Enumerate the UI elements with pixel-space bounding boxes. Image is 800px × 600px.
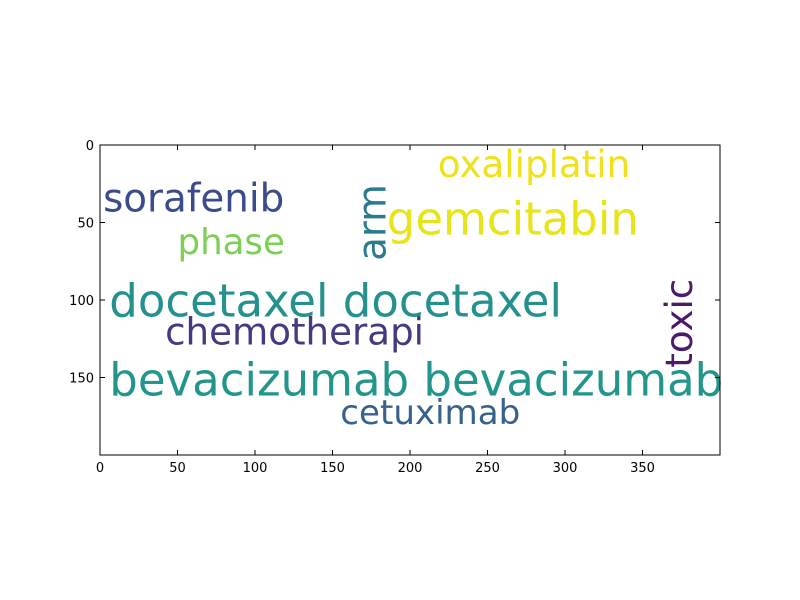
word-chemotherapi: chemotherapi <box>165 310 424 354</box>
word-phase: phase <box>178 222 285 263</box>
word-cetuximab: cetuximab <box>340 393 520 433</box>
word-arm: arm <box>350 184 395 261</box>
x-tick-label: 150 <box>320 461 345 476</box>
word-docetaxel-docetaxel: docetaxel docetaxel <box>109 275 562 328</box>
word-gemcitabin: gemcitabin <box>387 193 639 246</box>
y-tick-label: 100 <box>69 294 94 309</box>
x-tick-label: 250 <box>475 461 500 476</box>
x-tick-label: 350 <box>630 461 655 476</box>
word-sorafenib: sorafenib <box>103 176 284 221</box>
x-tick-label: 50 <box>169 461 186 476</box>
x-tick-label: 100 <box>243 461 268 476</box>
y-tick-label: 150 <box>69 372 94 387</box>
word-bevacizumab-bevacizumab: bevacizumab bevacizumab <box>109 354 723 407</box>
x-tick-label: 0 <box>96 461 104 476</box>
tick-layer: 0 50 100 150 200 250 300 350 0 50 100 150 <box>69 139 720 476</box>
y-tick-label: 0 <box>86 139 94 154</box>
plot-frame <box>99 144 721 456</box>
word-toxic: toxic <box>657 279 701 368</box>
x-tick-label: 200 <box>398 461 423 476</box>
y-tick-label: 50 <box>77 217 94 232</box>
word-oxaliplatin: oxaliplatin <box>438 142 630 186</box>
x-tick-label: 300 <box>553 461 578 476</box>
plot-area <box>100 145 720 455</box>
